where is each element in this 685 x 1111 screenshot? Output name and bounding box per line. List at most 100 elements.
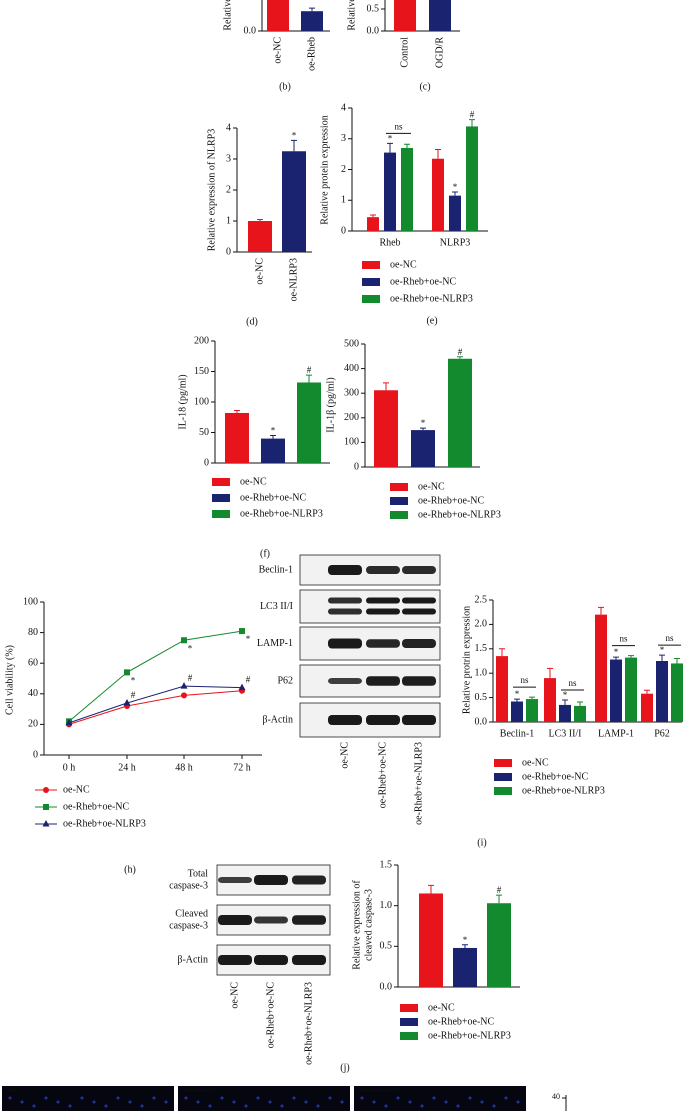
- blot-band: [254, 875, 288, 885]
- blot-band: [402, 608, 436, 615]
- bar: [671, 663, 683, 722]
- panel-label: (d): [246, 316, 258, 327]
- error-bar: [457, 356, 463, 359]
- line: [68, 690, 243, 725]
- blot-row-label: P62: [277, 675, 293, 686]
- x-tick-label: LAMP-1: [598, 728, 634, 739]
- y-axis-label: Relative protein expression: [319, 115, 330, 224]
- error-bar: [562, 699, 568, 705]
- error-bar: [577, 701, 583, 706]
- blot-band: [292, 955, 326, 965]
- nucleus: [244, 1104, 248, 1108]
- y-tick-label: 500: [344, 338, 359, 349]
- annotation: *: [388, 133, 393, 143]
- point: [65, 718, 73, 726]
- error-bar: [469, 119, 475, 127]
- legend-label: oe-Rheb+oe-NLRP3: [63, 818, 146, 829]
- legend-swatch: [362, 261, 380, 269]
- y-axis-label: Relative protrin expression: [461, 606, 472, 714]
- y-axis-label: IL-18 (pg/ml): [177, 374, 188, 429]
- y-tick-label: 100: [23, 596, 38, 607]
- error-bar: [659, 654, 665, 661]
- error-bar: [644, 689, 650, 694]
- bar: [559, 704, 571, 722]
- legend-swatch: [212, 510, 230, 518]
- nucleus: [116, 1096, 120, 1100]
- error-bar: [514, 698, 520, 702]
- legend-swatch: [494, 759, 512, 767]
- bar: [595, 614, 607, 722]
- legend-label: oe-NC: [63, 784, 90, 795]
- nucleus: [504, 1096, 508, 1100]
- error-bar: [598, 606, 604, 615]
- y-tick-label: 40: [28, 688, 38, 699]
- blot-band: [254, 955, 288, 965]
- y-axis-label: IL-1β (pg/ml): [325, 377, 336, 432]
- annotation: ns: [394, 121, 403, 131]
- legend-label: oe-Rheb+oe-NLRP3: [390, 293, 473, 304]
- annotation: *: [563, 690, 568, 700]
- legend-swatch: [362, 295, 380, 303]
- blot-band: [366, 676, 400, 686]
- y-tick-label: 0.0: [367, 25, 380, 36]
- blot-band: [366, 639, 400, 648]
- legend-swatch: [212, 494, 230, 502]
- y-tick-label: 4: [226, 122, 231, 133]
- y-tick-label: 200: [344, 412, 359, 423]
- nucleus: [420, 1104, 424, 1108]
- y-tick-label: 400: [344, 363, 359, 374]
- line: [68, 630, 243, 722]
- bar: [282, 151, 306, 252]
- y-axis-label: cleaved caspase-3: [363, 889, 374, 961]
- nucleus: [164, 1100, 168, 1104]
- legend-swatch: [400, 1004, 418, 1012]
- y-tick-label: 0.0: [380, 981, 393, 992]
- nucleus: [208, 1104, 212, 1108]
- blot-row-label: caspase-3: [169, 880, 208, 891]
- y-tick-label: 2.5: [475, 594, 488, 605]
- blot-row-label: β-Actin: [262, 714, 293, 725]
- blot-band: [254, 916, 288, 924]
- error-bar: [257, 218, 263, 221]
- blot-band: [402, 566, 436, 574]
- x-tick-label: OGD/R: [434, 37, 445, 68]
- legend-swatch: [400, 1032, 418, 1040]
- blot-frame: [299, 589, 441, 624]
- error-bar: [547, 667, 553, 679]
- panel-label: (e): [426, 315, 437, 326]
- y-tick-label: 0.5: [367, 3, 380, 14]
- nucleus: [328, 1096, 332, 1100]
- legend-label: oe-Rheb+oe-NC: [390, 276, 457, 287]
- blot-lane-label: oe-Rheb+oe-NLRP3: [303, 982, 314, 1065]
- y-tick-label: 200: [194, 335, 209, 346]
- error-bar: [529, 696, 535, 700]
- point: [238, 683, 246, 691]
- x-tick-label: oe-NC: [254, 258, 265, 285]
- nucleus: [92, 1100, 96, 1104]
- panel-label: (c): [419, 81, 430, 92]
- error-bar: [370, 214, 376, 218]
- bar: [656, 661, 668, 722]
- bar: [453, 947, 477, 987]
- x-tick-label: 24 h: [118, 762, 136, 773]
- error-bar: [613, 656, 619, 660]
- nucleus: [232, 1100, 236, 1104]
- blot-lane-label: oe-NC: [229, 982, 240, 1009]
- legend-swatch: [390, 511, 408, 519]
- nucleus: [220, 1096, 224, 1100]
- legend-label: oe-Rheb+oe-NC: [63, 801, 130, 812]
- blot-row-label: Cleaved: [175, 908, 208, 919]
- error-bar: [404, 143, 410, 148]
- legend-label: oe-Rheb+oe-NLRP3: [428, 1030, 511, 1041]
- nucleus: [152, 1096, 156, 1100]
- blot-band: [218, 955, 252, 965]
- nucleus: [468, 1096, 472, 1100]
- y-tick-label: 1: [341, 195, 346, 206]
- y-tick-label: 3: [226, 153, 231, 164]
- micrograph: [2, 1086, 174, 1111]
- x-tick-label: 0 h: [63, 762, 76, 773]
- bar: [466, 126, 478, 231]
- blot-band: [366, 608, 400, 615]
